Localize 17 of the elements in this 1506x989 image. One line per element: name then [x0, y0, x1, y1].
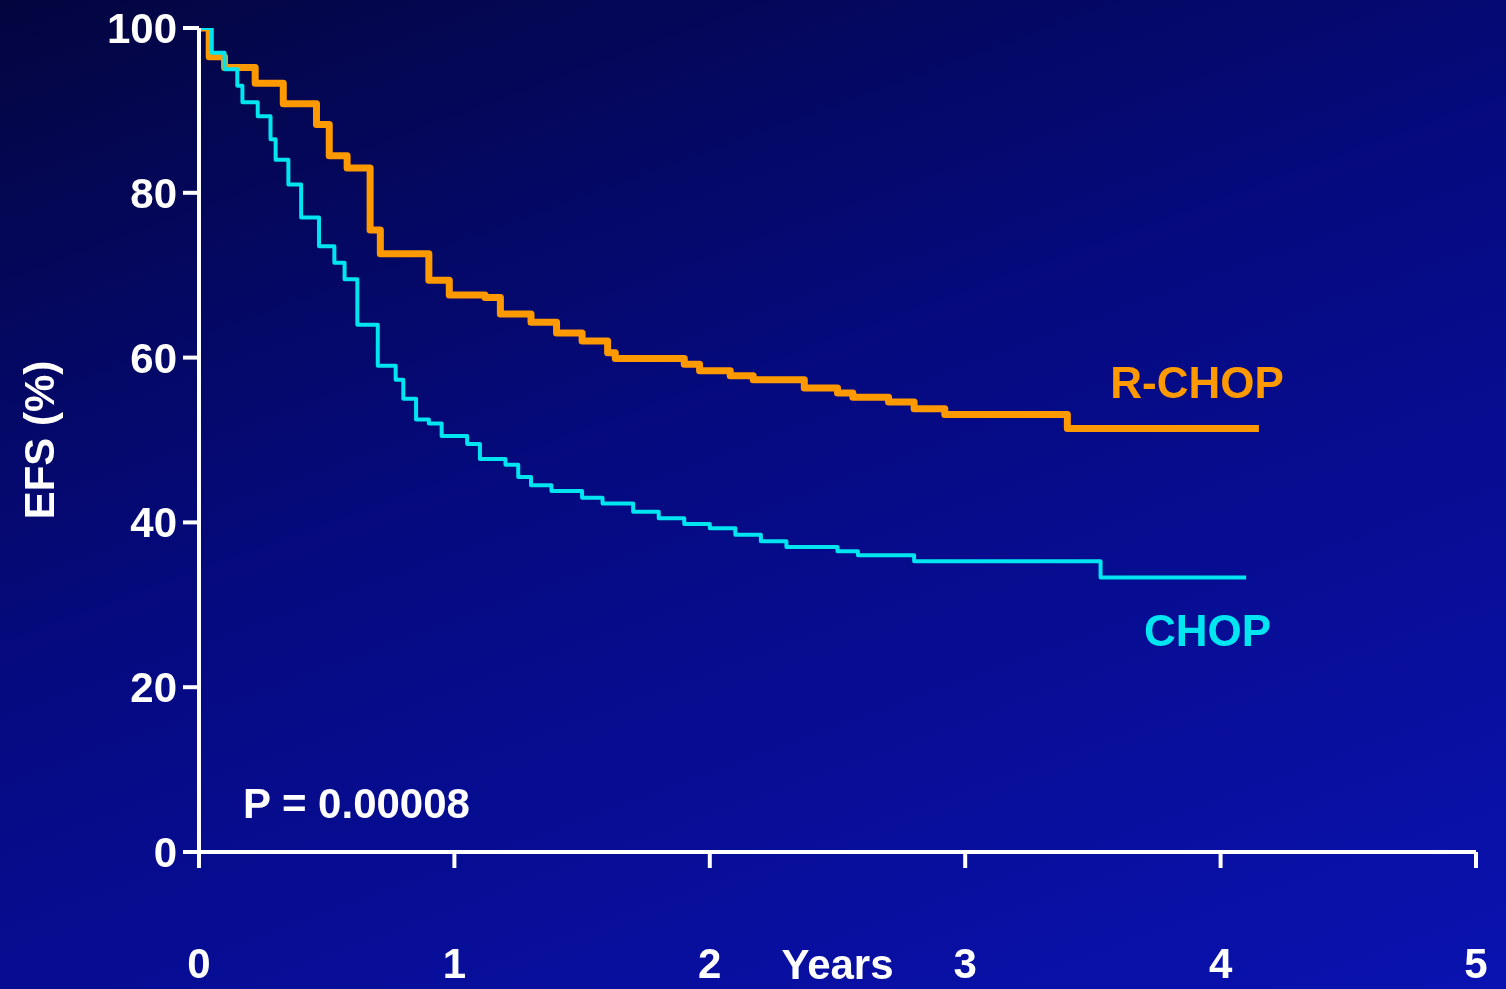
y-tick-label: 100 [106, 4, 177, 52]
x-tick-label: 0 [187, 939, 211, 987]
x-axis-title: Years [781, 941, 894, 989]
series-label: R-CHOP [1110, 358, 1284, 408]
annotation: P = 0.00008 [243, 780, 470, 828]
x-tick-label: 2 [698, 939, 722, 987]
y-tick-label: 0 [153, 828, 177, 876]
x-tick-label: 1 [442, 939, 467, 987]
x-tick-label: 3 [953, 939, 977, 987]
series-label: CHOP [1144, 605, 1272, 655]
y-tick-label: 40 [130, 499, 177, 547]
y-axis-title: EFS (%) [16, 360, 64, 520]
y-tick-label: 80 [130, 169, 177, 217]
x-tick-label: 4 [1208, 939, 1233, 987]
y-tick-label: 60 [130, 334, 177, 382]
y-tick-label: 20 [130, 664, 177, 712]
x-tick-label: 5 [1464, 939, 1488, 987]
